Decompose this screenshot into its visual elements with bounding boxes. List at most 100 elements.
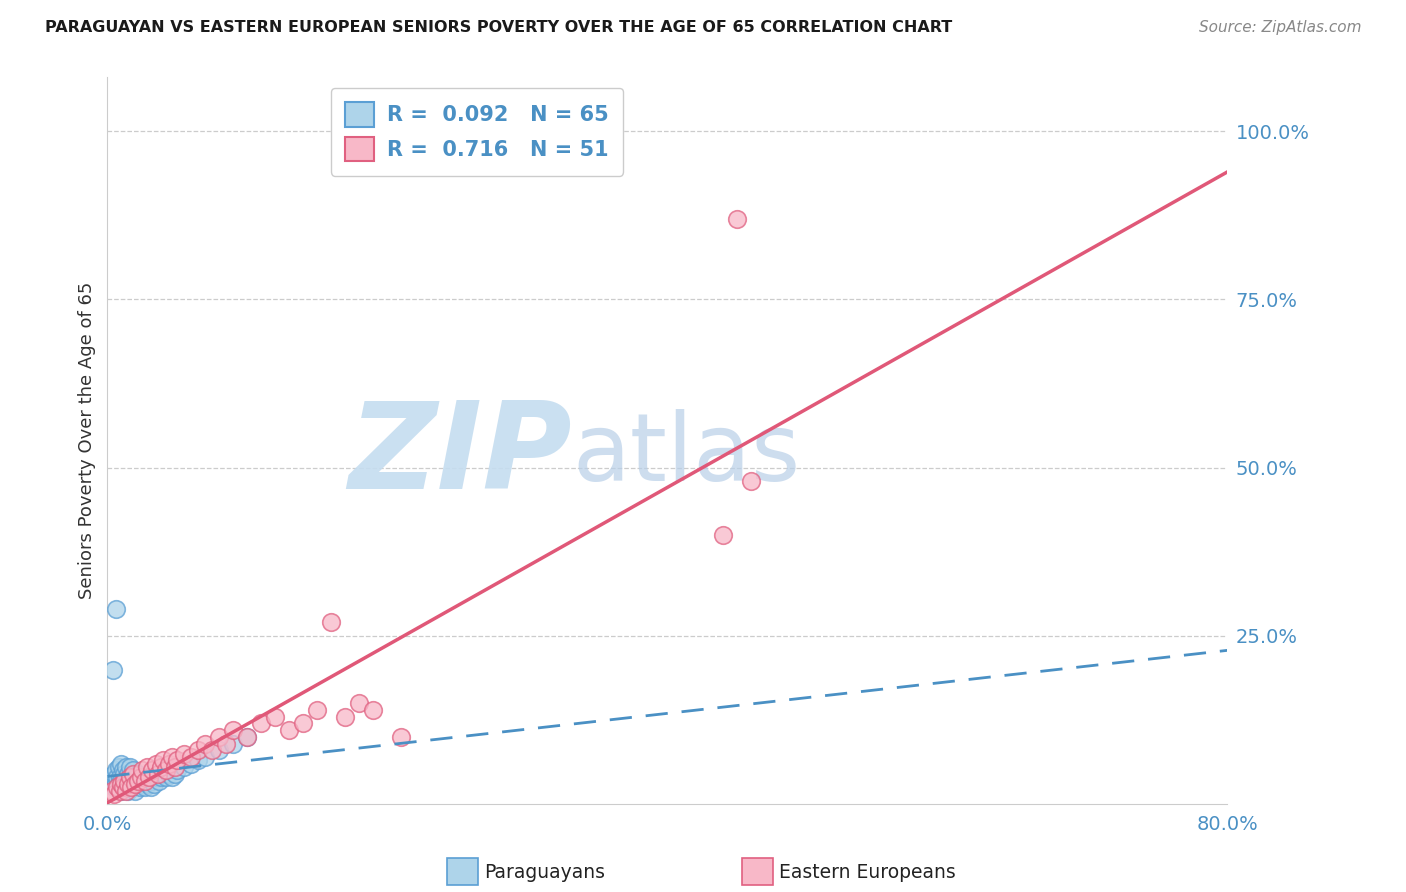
Point (173, 760, 195, 774)
Point (740, 474, 762, 488)
Point (166, 764, 188, 778)
Point (136, 777, 159, 791)
Point (118, 770, 141, 784)
Point (321, 615, 343, 630)
Point (131, 764, 153, 778)
Point (166, 753, 188, 767)
Point (222, 737, 245, 751)
Point (278, 723, 301, 737)
Point (127, 766, 149, 780)
Point (114, 777, 136, 791)
Point (129, 773, 152, 788)
Point (108, 780, 131, 795)
Point (124, 770, 146, 784)
Point (292, 716, 315, 731)
Point (120, 780, 142, 795)
Point (117, 783, 139, 797)
Point (335, 709, 357, 723)
Point (208, 743, 231, 757)
Point (180, 756, 202, 771)
Point (121, 766, 143, 780)
Point (201, 743, 224, 757)
Point (250, 716, 273, 731)
Point (711, 528, 734, 542)
Point (111, 777, 134, 791)
Point (149, 770, 172, 784)
Point (118, 760, 141, 774)
Point (134, 773, 156, 788)
Point (307, 703, 329, 717)
Point (725, 211, 748, 226)
Point (120, 770, 142, 784)
Text: Paraguayans: Paraguayans (484, 863, 605, 882)
Point (100, 783, 122, 797)
Point (112, 766, 135, 780)
Point (222, 723, 245, 737)
Point (108, 770, 131, 784)
Point (103, 787, 125, 801)
Point (118, 777, 141, 791)
Point (131, 777, 153, 791)
Point (100, 773, 122, 788)
Point (115, 780, 138, 795)
Point (194, 737, 217, 751)
Point (264, 709, 287, 723)
Point (104, 602, 127, 616)
Point (141, 773, 163, 788)
Point (124, 783, 146, 797)
Point (111, 764, 134, 778)
Point (215, 737, 238, 751)
Point (104, 764, 127, 778)
Point (104, 777, 127, 791)
Point (236, 730, 259, 744)
Point (146, 766, 169, 780)
Point (121, 764, 143, 778)
Legend: R =  0.092   N = 65, R =  0.716   N = 51: R = 0.092 N = 65, R = 0.716 N = 51 (330, 87, 623, 176)
Point (160, 750, 183, 764)
Point (187, 743, 209, 757)
Point (127, 773, 149, 788)
Point (155, 770, 177, 784)
Point (117, 766, 139, 780)
Point (101, 777, 124, 791)
Point (134, 780, 156, 795)
Point (110, 773, 132, 788)
Point (135, 773, 157, 788)
Text: PARAGUAYAN VS EASTERN EUROPEAN SENIORS POVERTY OVER THE AGE OF 65 CORRELATION CH: PARAGUAYAN VS EASTERN EUROPEAN SENIORS P… (45, 20, 952, 35)
Point (349, 696, 371, 710)
Point (155, 764, 177, 778)
Point (121, 780, 143, 795)
Point (101, 663, 124, 677)
Point (160, 770, 183, 784)
Text: ZIP: ZIP (349, 397, 572, 514)
Point (152, 766, 174, 780)
Point (149, 760, 172, 774)
Point (103, 766, 125, 780)
Point (163, 766, 186, 780)
Point (389, 730, 412, 744)
Point (112, 780, 135, 795)
Point (132, 770, 155, 784)
Point (107, 777, 129, 791)
Text: Source: ZipAtlas.com: Source: ZipAtlas.com (1198, 20, 1361, 35)
Point (105, 780, 128, 795)
Text: Eastern Europeans: Eastern Europeans (779, 863, 956, 882)
Point (125, 777, 148, 791)
Point (139, 780, 162, 795)
Point (208, 730, 231, 744)
Point (112, 773, 135, 788)
Point (163, 760, 186, 774)
Point (111, 780, 134, 795)
Point (129, 770, 152, 784)
Point (157, 756, 180, 771)
Point (152, 753, 174, 767)
Point (148, 773, 170, 788)
Point (107, 760, 129, 774)
Point (363, 703, 385, 717)
Point (145, 756, 167, 771)
Point (105, 770, 128, 784)
Point (105, 780, 128, 795)
Point (187, 753, 209, 767)
Point (114, 783, 136, 797)
Point (157, 766, 180, 780)
